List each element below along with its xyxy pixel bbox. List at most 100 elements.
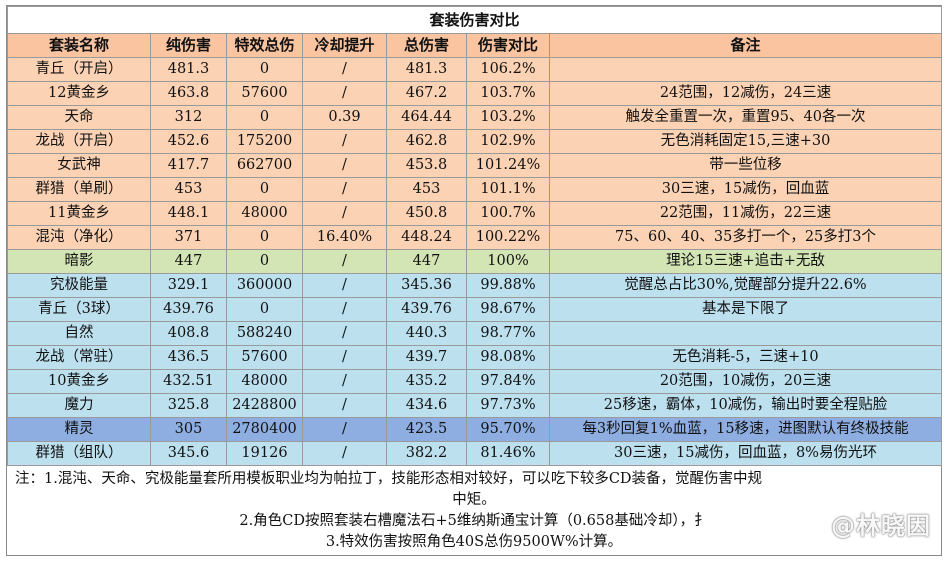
cell-ratio: 103.2% <box>466 105 550 130</box>
cell-pure-damage: 417.7 <box>150 153 227 178</box>
cell-pure-damage: 452.6 <box>150 129 227 154</box>
cell-note: 无色消耗固定15,三速+30 <box>548 129 943 154</box>
cell-set-name: 女武神 <box>7 153 151 178</box>
cell-total-damage: 462.8 <box>386 129 467 154</box>
cell-ratio: 97.84% <box>466 369 550 394</box>
cell-pure-damage: 329.1 <box>150 273 227 298</box>
header-row: 套装名称 纯伤害 特效总伤 冷却提升 总伤害 伤害对比 备注 <box>7 33 943 58</box>
table-row: 魔力 325.8 2428800/434.6 97.73% 25移速，霸体，10减伤，输… <box>7 393 943 418</box>
cell-total-damage: 453.8 <box>386 153 467 178</box>
table-row: 精灵 305 2780400/423.5 95.70% 每3秒回复1%血蓝，15移速，进… <box>7 417 943 442</box>
cell-ratio: 81.46% <box>466 441 550 466</box>
cell-effect-damage: 588240 <box>226 321 303 346</box>
header-pure: 纯伤害 <box>150 33 227 58</box>
cell-ratio: 102.9% <box>466 129 550 154</box>
header-ratio: 伤害对比 <box>466 33 550 58</box>
cell-cooldown: / <box>302 153 387 178</box>
table-row: 自然 408.8 588240/440.3 98.77% <box>7 321 943 346</box>
cell-note: 基本是下限了 <box>548 297 943 322</box>
cell-total-damage: 435.2 <box>386 369 467 394</box>
cell-set-name: 精灵 <box>7 417 151 442</box>
table-row: 群猎（组队） 345.6 19126/382.2 81.46% 30三速，15减伤，回血… <box>7 441 943 466</box>
cell-total-damage: 439.7 <box>386 345 467 370</box>
cell-effect-damage: 2780400 <box>226 417 303 442</box>
cell-effect-damage: 360000 <box>226 273 303 298</box>
cell-cooldown: 0.39 <box>302 105 387 130</box>
cell-pure-damage: 436.5 <box>150 345 227 370</box>
header-cooldown: 冷却提升 <box>302 33 387 58</box>
cell-pure-damage: 453 <box>150 177 227 202</box>
cell-total-damage: 440.3 <box>386 321 467 346</box>
cell-set-name: 暗影 <box>7 249 151 274</box>
cell-ratio: 101.24% <box>466 153 550 178</box>
cell-effect-damage: 175200 <box>226 129 303 154</box>
cell-note: 理论15三速+追击+无敌 <box>548 249 943 274</box>
cell-note: 觉醒总占比30%,觉醒部分提升22.6% <box>548 273 943 298</box>
cell-set-name: 魔力 <box>7 393 151 418</box>
cell-cooldown: / <box>302 369 387 394</box>
table-row: 究极能量 329.1 360000/345.36 99.88% 觉醒总占比30%,觉醒部… <box>7 273 943 298</box>
cell-note: 带一些位移 <box>548 153 943 178</box>
cell-pure-damage: 463.8 <box>150 81 227 106</box>
cell-effect-damage: 0 <box>226 57 303 82</box>
cell-effect-damage: 48000 <box>226 201 303 226</box>
cell-total-damage: 434.6 <box>386 393 467 418</box>
table-row: 混沌（净化） 371 0 16.40% 448.24 100.22% 75、60、40、35… <box>7 225 943 250</box>
table-row: 10黄金乡 432.51 48000/435.2 97.84% 20范围，10减伤，20… <box>7 369 943 394</box>
cell-pure-damage: 448.1 <box>150 201 227 226</box>
footnotes: 注：1.混沌、天命、究极能量套所用模板职业均为帕拉丁，技能形态相对较好，可以吃下… <box>7 466 941 555</box>
cell-note: 24范围，12减伤，24三速 <box>548 81 943 106</box>
cell-ratio: 97.73% <box>466 393 550 418</box>
cell-set-name: 10黄金乡 <box>7 369 151 394</box>
cell-cooldown: / <box>302 321 387 346</box>
cell-cooldown: / <box>302 273 387 298</box>
cell-set-name: 龙战（常驻） <box>7 345 151 370</box>
cell-effect-damage: 0 <box>226 105 303 130</box>
table-row: 群猎（单刷） 453 0/453 101.1% 30三速，15减伤，回血蓝 <box>7 177 943 202</box>
cell-note: 每3秒回复1%血蓝，15移速，进图默认有终极技能 <box>548 417 943 442</box>
cell-note <box>548 57 943 82</box>
table-row: 12黄金乡 463.8 57600/467.2 103.7% 24范围，12减伤，24三… <box>7 81 943 106</box>
cell-ratio: 95.70% <box>466 417 550 442</box>
cell-pure-damage: 481.3 <box>150 57 227 82</box>
cell-effect-damage: 2428800 <box>226 393 303 418</box>
cell-effect-damage: 57600 <box>226 345 303 370</box>
cell-total-damage: 447 <box>386 249 467 274</box>
cell-note: 无色消耗-5，三速+10 <box>548 345 943 370</box>
cell-note: 22范围，11减伤，22三速 <box>548 201 943 226</box>
header-effect: 特效总伤 <box>226 33 303 58</box>
cell-note: 25移速，霸体，10减伤，输出时要全程贴脸 <box>548 393 943 418</box>
cell-pure-damage: 447 <box>150 249 227 274</box>
cell-total-damage: 448.24 <box>386 225 467 250</box>
cell-set-name: 青丘（3球） <box>7 297 151 322</box>
cell-note: 20范围，10减伤，20三速 <box>548 369 943 394</box>
cell-cooldown: / <box>302 201 387 226</box>
cell-pure-damage: 439.76 <box>150 297 227 322</box>
cell-cooldown: / <box>302 57 387 82</box>
cell-pure-damage: 325.8 <box>150 393 227 418</box>
watermark: @林晓因 <box>831 512 931 540</box>
cell-set-name: 群猎（组队） <box>7 441 151 466</box>
table-row: 青丘（3球） 439.76 0/439.76 98.67% 基本是下限了 <box>7 297 943 322</box>
table-row: 青丘（开启） 481.3 0/481.3 106.2% <box>7 57 943 82</box>
cell-cooldown: / <box>302 441 387 466</box>
cell-set-name: 龙战（开启） <box>7 129 151 154</box>
cell-total-damage: 481.3 <box>386 57 467 82</box>
cell-set-name: 群猎（单刷） <box>7 177 151 202</box>
cell-note: 75、60、40、35多打一个，25多打3个 <box>548 225 943 250</box>
footnote-3: 3.特效伤害按照角色40S总伤9500W%计算。 <box>325 534 623 550</box>
cell-cooldown: / <box>302 249 387 274</box>
cell-ratio: 98.08% <box>466 345 550 370</box>
cell-set-name: 12黄金乡 <box>7 81 151 106</box>
cell-set-name: 自然 <box>7 321 151 346</box>
damage-comparison-sheet: 套装伤害对比 套装名称 纯伤害 特效总伤 冷却提升 总伤害 伤害对比 备注 青丘… <box>6 5 943 556</box>
cell-effect-damage: 0 <box>226 249 303 274</box>
cell-ratio: 100% <box>466 249 550 274</box>
table-row: 暗影 447 0/447 100% 理论15三速+追击+无敌 <box>7 249 943 274</box>
cell-note <box>548 321 943 346</box>
cell-ratio: 100.22% <box>466 225 550 250</box>
cell-ratio: 100.7% <box>466 201 550 226</box>
cell-cooldown: / <box>302 129 387 154</box>
cell-pure-damage: 371 <box>150 225 227 250</box>
cell-set-name: 究极能量 <box>7 273 151 298</box>
